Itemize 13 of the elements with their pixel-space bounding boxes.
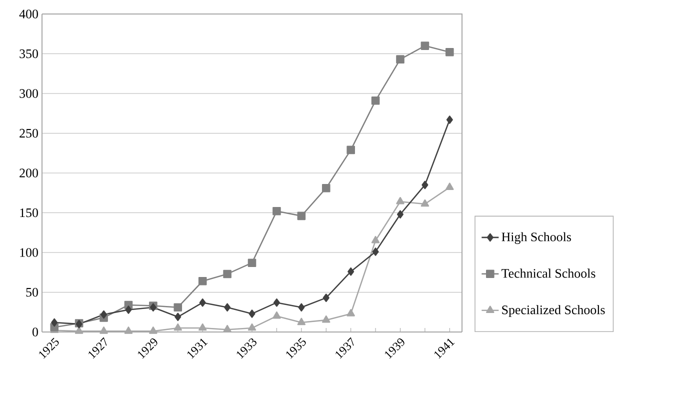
legend-label: Technical Schools	[502, 268, 596, 278]
y-tick-label: 400	[19, 10, 38, 18]
y-tick-label: 100	[20, 248, 38, 257]
x-tick-label: 1931	[187, 338, 208, 359]
legend-label: Specialized Schools	[502, 305, 605, 317]
y-tick-label: 300	[20, 89, 38, 98]
y-tick-label: 200	[20, 168, 38, 178]
y-tick-label: 150	[20, 208, 38, 218]
y-tick-label: 350	[20, 49, 38, 58]
legend-label: High Schools	[502, 232, 571, 244]
y-tick-label: 250	[20, 128, 38, 138]
y-tick-label: 0	[32, 328, 38, 336]
y-tick-label: 50	[26, 288, 38, 297]
